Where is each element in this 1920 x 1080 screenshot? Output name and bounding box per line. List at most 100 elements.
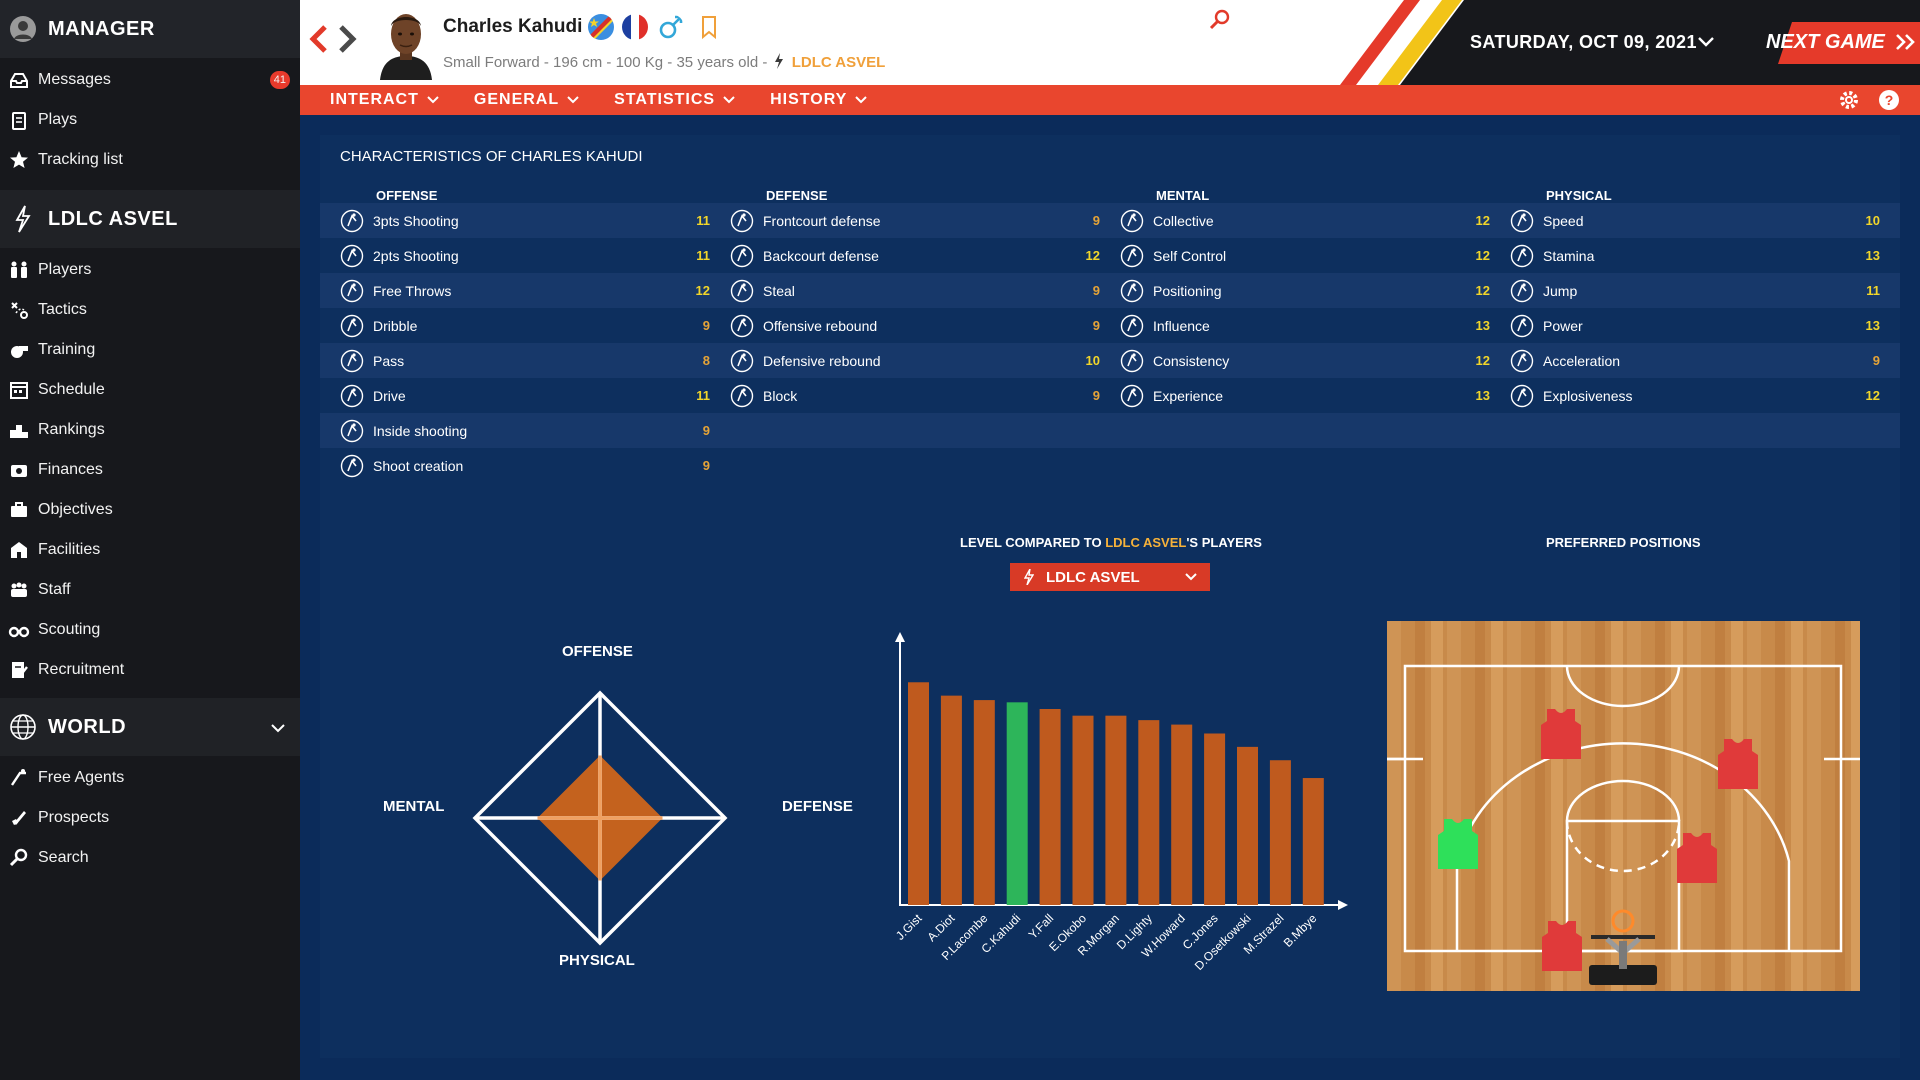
attribute-offensive-rebound[interactable]: Offensive rebound 9 bbox=[730, 308, 1100, 343]
bar-m-strazel[interactable] bbox=[1269, 760, 1291, 905]
attribute-value: 13 bbox=[1865, 248, 1880, 263]
chevron-down-icon[interactable] bbox=[270, 716, 286, 739]
attribute-icon bbox=[1120, 244, 1144, 268]
bar-d-osetkowski[interactable] bbox=[1237, 746, 1258, 905]
attribute-collective[interactable]: Collective 12 bbox=[1120, 203, 1490, 238]
attribute-stamina[interactable]: Stamina 13 bbox=[1510, 238, 1880, 273]
date-chevron-down-icon[interactable] bbox=[1696, 32, 1716, 52]
bar-a-diot[interactable] bbox=[940, 695, 962, 905]
bar-r-morgan[interactable] bbox=[1105, 715, 1127, 905]
attribute-explosiveness[interactable]: Explosiveness 12 bbox=[1510, 378, 1880, 413]
attribute-shoot-creation[interactable]: Shoot creation 9 bbox=[340, 448, 710, 483]
world-header[interactable]: WORLD bbox=[0, 698, 300, 756]
attribute-jump[interactable]: Jump 11 bbox=[1510, 273, 1880, 308]
player-club-link[interactable]: LDLC ASVEL bbox=[791, 54, 886, 71]
header-stripe-decoration bbox=[1340, 0, 1920, 85]
bar-label: B.Mbye bbox=[1281, 911, 1320, 950]
menu-interact[interactable]: INTERACT bbox=[330, 91, 439, 109]
search-icon[interactable] bbox=[1208, 8, 1232, 32]
sidebar-item-rankings[interactable]: Rankings bbox=[0, 410, 300, 450]
next-game-button[interactable]: NEXT GAME bbox=[1736, 20, 1920, 64]
bar-y-fall[interactable] bbox=[1039, 709, 1061, 905]
next-game-label: NEXT GAME bbox=[1766, 30, 1885, 53]
menu-general[interactable]: GENERAL bbox=[474, 91, 579, 109]
search-icon bbox=[8, 847, 30, 869]
jersey-sf-icon[interactable] bbox=[1438, 819, 1478, 869]
club-header[interactable]: LDLC ASVEL bbox=[0, 190, 300, 248]
sidebar-item-free-agents[interactable]: Free Agents bbox=[0, 758, 300, 798]
attribute-acceleration[interactable]: Acceleration 9 bbox=[1510, 343, 1880, 378]
forward-arrow-icon[interactable] bbox=[336, 22, 358, 56]
sidebar-item-tactics[interactable]: Tactics bbox=[0, 290, 300, 330]
attribute-drive[interactable]: Drive 11 bbox=[340, 378, 710, 413]
jersey-pg-icon[interactable] bbox=[1542, 921, 1582, 971]
attribute-influence[interactable]: Influence 13 bbox=[1120, 308, 1490, 343]
sidebar-item-finances[interactable]: Finances bbox=[0, 450, 300, 490]
attribute-dribble[interactable]: Dribble 9 bbox=[340, 308, 710, 343]
help-icon[interactable]: ? bbox=[1878, 89, 1900, 111]
attribute-speed[interactable]: Speed 10 bbox=[1510, 203, 1880, 238]
jersey-c-icon[interactable] bbox=[1541, 709, 1581, 759]
bar-label: J.Gist bbox=[893, 911, 925, 943]
attribute-row: 3pts Shooting 11 Frontcourt defense 9 Collec… bbox=[320, 203, 1900, 238]
sidebar-item-label: Search bbox=[38, 849, 89, 866]
attribute-inside-shooting[interactable]: Inside shooting 9 bbox=[340, 413, 710, 448]
manager-header[interactable]: MANAGER bbox=[0, 0, 300, 58]
attribute-experience[interactable]: Experience 13 bbox=[1120, 378, 1490, 413]
bar-d-lighty[interactable] bbox=[1138, 720, 1160, 905]
attribute-name: Shoot creation bbox=[373, 457, 464, 474]
sidebar-item-messages[interactable]: Messages 41 bbox=[0, 60, 300, 100]
double-chevron-right-icon bbox=[1895, 34, 1915, 50]
player-name: Charles Kahudi bbox=[443, 16, 583, 37]
sidebar-item-facilities[interactable]: Facilities bbox=[0, 530, 300, 570]
sidebar-item-players[interactable]: Players bbox=[0, 250, 300, 290]
sidebar-item-tracking-list[interactable]: Tracking list bbox=[0, 140, 300, 180]
sidebar-item-objectives[interactable]: Objectives bbox=[0, 490, 300, 530]
bar-b-mbye[interactable] bbox=[1302, 778, 1324, 905]
attribute-backcourt-defense[interactable]: Backcourt defense 12 bbox=[730, 238, 1100, 273]
attribute-value: 12 bbox=[1865, 388, 1880, 403]
sidebar-item-staff[interactable]: Staff bbox=[0, 570, 300, 610]
bookmark-icon[interactable] bbox=[696, 14, 722, 40]
chevron-down-icon bbox=[427, 96, 439, 104]
menu-statistics[interactable]: STATISTICS bbox=[614, 91, 735, 109]
bar-c-jones[interactable] bbox=[1204, 733, 1226, 906]
bar-c-kahudi[interactable] bbox=[1006, 702, 1028, 905]
attribute-3pts-shooting[interactable]: 3pts Shooting 11 bbox=[340, 203, 710, 238]
attribute-value: 10 bbox=[1085, 353, 1100, 368]
attribute-name: Drive bbox=[373, 387, 406, 404]
bar-w-howard[interactable] bbox=[1171, 724, 1193, 905]
bar-p-lacombe[interactable] bbox=[973, 700, 995, 905]
attribute-frontcourt-defense[interactable]: Frontcourt defense 9 bbox=[730, 203, 1100, 238]
sidebar-item-scouting[interactable]: Scouting bbox=[0, 610, 300, 650]
bar-e-okobo[interactable] bbox=[1072, 715, 1094, 905]
sidebar-item-plays[interactable]: Plays bbox=[0, 100, 300, 140]
attribute-value: 11 bbox=[696, 213, 710, 228]
bar-j-gist[interactable] bbox=[908, 682, 929, 905]
attribute-positioning[interactable]: Positioning 12 bbox=[1120, 273, 1490, 308]
comparison-club-select[interactable]: LDLC ASVEL bbox=[1010, 563, 1210, 591]
sidebar-item-search[interactable]: Search bbox=[0, 838, 300, 878]
sidebar-item-training[interactable]: Training bbox=[0, 330, 300, 370]
jersey-sg-icon[interactable] bbox=[1718, 739, 1758, 789]
attribute-self-control[interactable]: Self Control 12 bbox=[1120, 238, 1490, 273]
attribute-consistency[interactable]: Consistency 12 bbox=[1120, 343, 1490, 378]
attribute-pass[interactable]: Pass 8 bbox=[340, 343, 710, 378]
attribute-2pts-shooting[interactable]: 2pts Shooting 11 bbox=[340, 238, 710, 273]
club-logo-small-icon bbox=[1024, 569, 1034, 585]
globe-icon bbox=[8, 712, 38, 742]
sidebar-item-prospects[interactable]: Prospects bbox=[0, 798, 300, 838]
attribute-block[interactable]: Block 9 bbox=[730, 378, 1100, 413]
sidebar-item-recruitment[interactable]: Recruitment bbox=[0, 650, 300, 690]
attribute-name: 2pts Shooting bbox=[373, 247, 459, 264]
menu-history[interactable]: HISTORY bbox=[770, 91, 868, 109]
sidebar-item-schedule[interactable]: Schedule bbox=[0, 370, 300, 410]
attribute-value: 9 bbox=[702, 423, 710, 438]
attribute-steal[interactable]: Steal 9 bbox=[730, 273, 1100, 308]
attribute-defensive-rebound[interactable]: Defensive rebound 10 bbox=[730, 343, 1100, 378]
gear-icon[interactable] bbox=[1838, 89, 1860, 111]
attribute-free-throws[interactable]: Free Throws 12 bbox=[340, 273, 710, 308]
jersey-pf-icon[interactable] bbox=[1677, 833, 1717, 883]
attribute-power[interactable]: Power 13 bbox=[1510, 308, 1880, 343]
back-arrow-icon[interactable] bbox=[308, 22, 330, 56]
